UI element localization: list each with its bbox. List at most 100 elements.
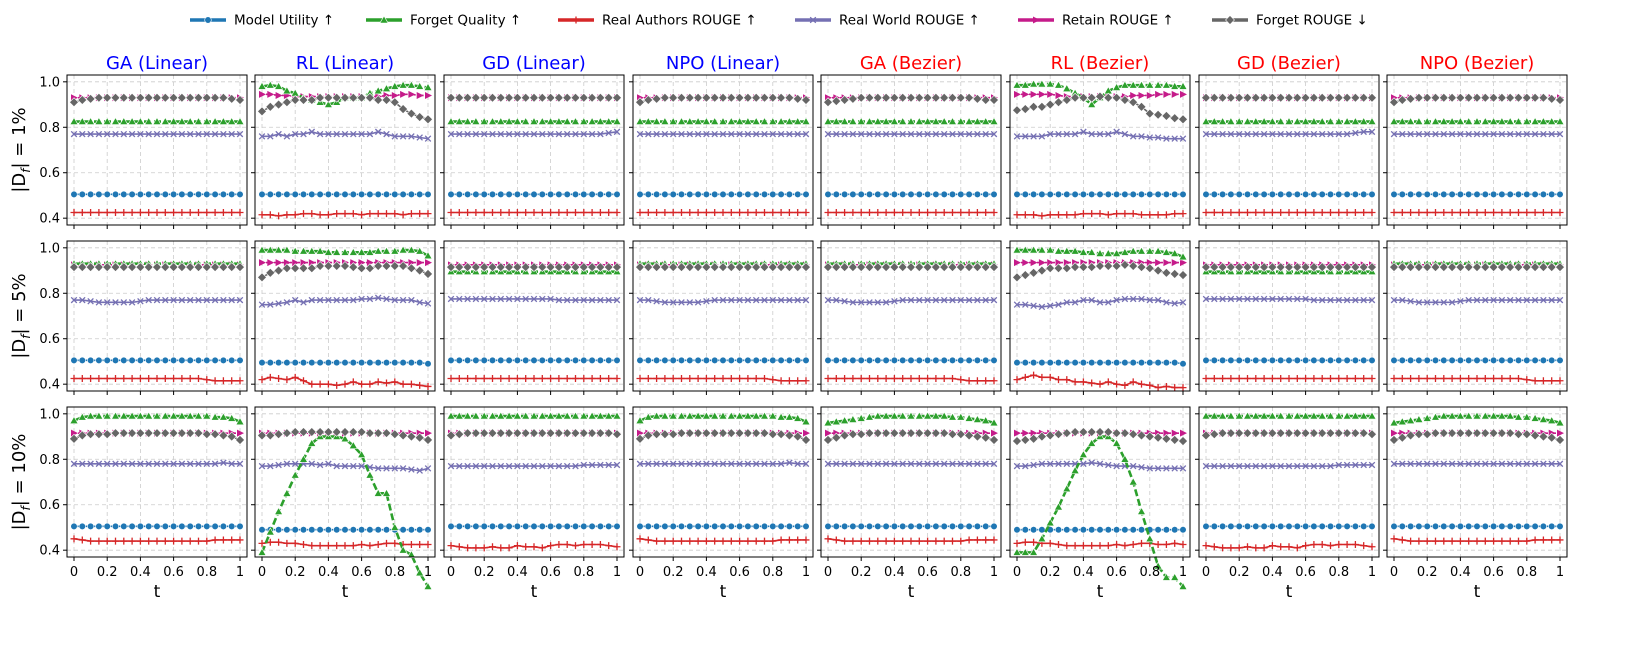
- data-point: [1440, 522, 1448, 530]
- data-point: [1368, 209, 1376, 216]
- data-point: [785, 190, 794, 198]
- data-point: [1540, 130, 1547, 138]
- data-point: [1103, 92, 1114, 103]
- data-point: [1063, 190, 1071, 198]
- data-point: [195, 375, 202, 382]
- data-point: [1360, 296, 1367, 304]
- data-point: [897, 428, 908, 439]
- data-point: [874, 209, 882, 216]
- panel-frame: [254, 74, 436, 226]
- data-point: [195, 460, 202, 468]
- data-point: [350, 296, 357, 304]
- data-point: [1498, 522, 1506, 530]
- data-point: [597, 461, 604, 469]
- data-point: [291, 130, 299, 138]
- data-point: [358, 541, 366, 548]
- data-point: [653, 209, 661, 216]
- data-point: [425, 259, 432, 267]
- x-tick-label: 1: [424, 565, 432, 580]
- data-point: [1096, 299, 1104, 306]
- data-point: [1548, 209, 1556, 216]
- data-point: [643, 412, 653, 421]
- data-point: [265, 101, 276, 112]
- row-label: |Df| = 1%: [9, 107, 33, 192]
- data-point: [1423, 460, 1431, 468]
- data-point: [1138, 295, 1145, 303]
- data-point: [1219, 209, 1227, 216]
- data-point: [555, 375, 563, 382]
- data-point: [1012, 80, 1022, 89]
- data-point: [406, 431, 417, 442]
- data-point: [275, 259, 283, 267]
- data-point: [1071, 542, 1079, 550]
- data-point: [300, 259, 308, 267]
- data-point: [505, 190, 513, 198]
- data-point: [291, 526, 299, 534]
- data-point: [857, 460, 865, 468]
- data-point: [1244, 462, 1251, 470]
- data-point: [824, 130, 832, 138]
- data-point: [102, 429, 113, 440]
- data-point: [374, 526, 382, 534]
- data-point: [580, 296, 588, 304]
- series-forget-rouge: [1389, 92, 1565, 108]
- data-point: [1154, 134, 1162, 141]
- data-point: [1350, 92, 1361, 103]
- data-point: [769, 522, 777, 530]
- data-point: [398, 261, 409, 271]
- data-point: [178, 460, 186, 468]
- data-point: [1293, 356, 1301, 364]
- data-point: [282, 245, 292, 254]
- data-point: [957, 296, 965, 304]
- panel-frame: [66, 74, 248, 226]
- data-point: [555, 296, 563, 304]
- data-point: [153, 130, 161, 138]
- data-point: [170, 522, 178, 530]
- data-point: [308, 296, 316, 304]
- data-point: [298, 454, 309, 463]
- data-point: [1250, 262, 1261, 273]
- data-point: [267, 90, 275, 98]
- series-forget-rouge: [635, 262, 811, 273]
- data-point: [636, 460, 644, 468]
- data-point: [283, 211, 291, 219]
- data-point: [1202, 130, 1210, 138]
- data-point: [711, 356, 719, 364]
- data-point: [676, 116, 687, 125]
- x-tick-label: 0.6: [351, 565, 372, 580]
- data-point: [899, 130, 906, 138]
- data-point: [291, 211, 299, 219]
- data-point: [522, 375, 530, 382]
- data-point: [906, 262, 916, 273]
- data-point: [1211, 130, 1218, 138]
- data-point: [1325, 116, 1336, 125]
- data-point: [1121, 295, 1129, 303]
- data-point: [365, 247, 375, 256]
- data-point: [973, 190, 982, 198]
- data-point: [143, 428, 154, 439]
- data-point: [1399, 460, 1406, 468]
- x-tick-label: 0.8: [762, 565, 783, 580]
- data-point: [1360, 128, 1367, 136]
- data-point: [170, 375, 178, 382]
- data-point: [1397, 95, 1408, 105]
- data-point: [595, 116, 605, 125]
- data-point: [265, 267, 276, 278]
- data-point: [257, 81, 267, 90]
- data-point: [651, 93, 662, 104]
- data-point: [965, 377, 973, 385]
- data-point: [300, 210, 307, 218]
- data-point: [1259, 262, 1270, 273]
- data-point: [856, 262, 867, 273]
- data-point: [661, 209, 669, 216]
- data-point: [144, 116, 154, 125]
- data-point: [530, 130, 538, 138]
- data-point: [596, 209, 604, 216]
- data-point: [170, 296, 177, 304]
- data-point: [873, 116, 883, 125]
- data-point: [848, 116, 858, 125]
- data-point: [588, 375, 596, 382]
- data-point: [1153, 432, 1164, 443]
- data-point: [825, 429, 832, 437]
- data-point: [1211, 462, 1218, 470]
